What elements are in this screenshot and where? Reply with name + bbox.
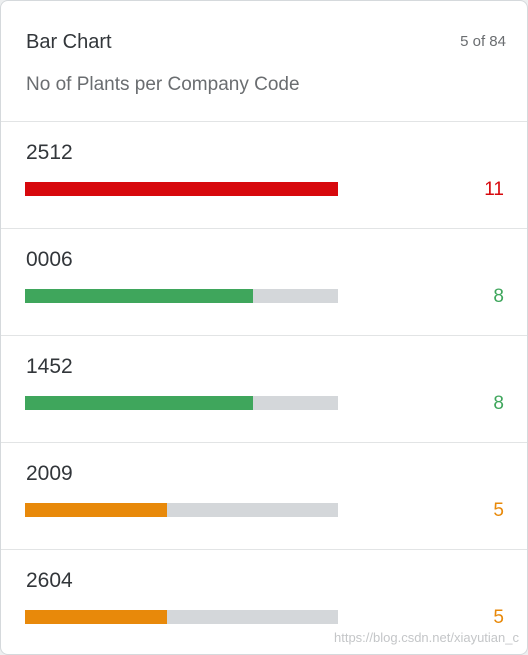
plant-count-value: 8 [493, 393, 504, 414]
bar-fill [25, 503, 168, 517]
card-header[interactable]: Bar Chart 5 of 84 No of Plants per Compa… [1, 1, 527, 122]
bar-track [25, 503, 338, 517]
bar-track [25, 610, 338, 624]
list-item[interactable]: 2512 11 [1, 122, 527, 229]
list-item[interactable]: 2009 5 [1, 443, 527, 550]
card-subtitle: No of Plants per Company Code [26, 74, 300, 95]
bar-track [25, 289, 338, 303]
card-title: Bar Chart [26, 31, 112, 53]
company-code-label: 0006 [26, 248, 73, 271]
item-counter: 5 of 84 [460, 33, 506, 50]
list-item[interactable]: 1452 8 [1, 336, 527, 443]
list-item[interactable]: 2604 5 [1, 550, 527, 654]
plant-count-value: 5 [493, 607, 504, 628]
bar-track [25, 182, 338, 196]
company-code-label: 2512 [26, 141, 73, 164]
bar-fill [25, 289, 253, 303]
bar-track [25, 396, 338, 410]
plant-count-value: 5 [493, 500, 504, 521]
plant-count-value: 11 [484, 179, 504, 200]
watermark-text: https://blog.csdn.net/xiayutian_c [333, 630, 519, 645]
bar-fill [25, 396, 253, 410]
bar-fill [25, 182, 338, 196]
bar-fill [25, 610, 168, 624]
bar-list: 2512 11 0006 8 1452 8 2009 5 [1, 122, 527, 654]
list-item[interactable]: 0006 8 [1, 229, 527, 336]
company-code-label: 1452 [26, 355, 73, 378]
company-code-label: 2604 [26, 569, 73, 592]
company-code-label: 2009 [26, 462, 73, 485]
plant-count-value: 8 [493, 286, 504, 307]
